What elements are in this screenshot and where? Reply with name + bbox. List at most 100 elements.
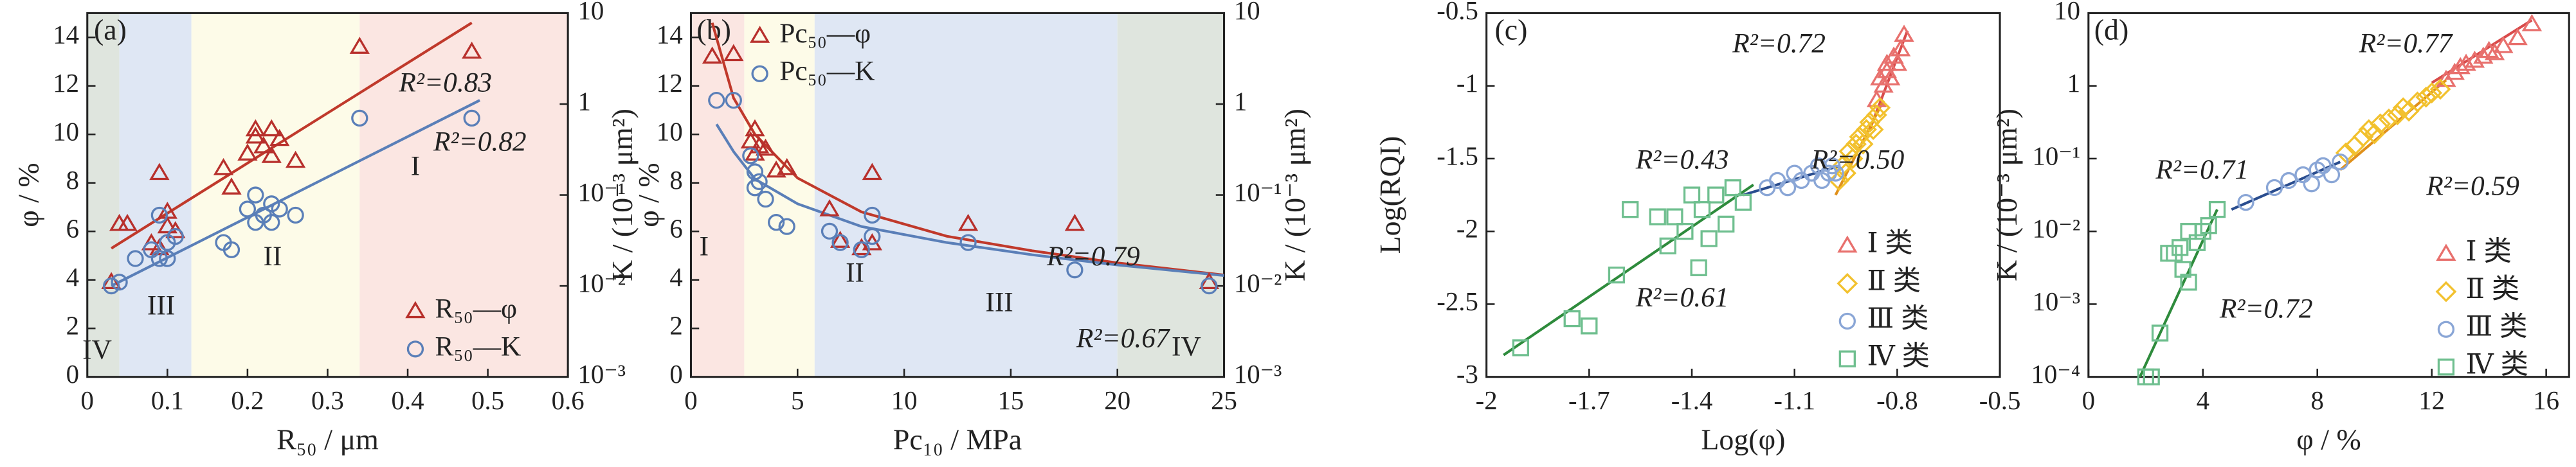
x-axis-label: φ / % <box>2296 423 2361 455</box>
data-point <box>1869 97 1891 119</box>
data-point <box>1852 133 1874 155</box>
annotation: R²=0.83 <box>398 67 492 98</box>
legend-marker <box>1837 235 1858 253</box>
legend-label: Ⅰ 类 <box>1867 228 1912 259</box>
data-point <box>1563 310 1581 328</box>
annotation: R²=0.79 <box>1046 241 1140 272</box>
legend-label: Ⅱ 类 <box>1867 265 1921 296</box>
data-point <box>2521 13 2543 31</box>
data-point <box>2143 368 2160 385</box>
y-tick-label: 14 <box>53 21 79 49</box>
data-point <box>1608 267 1626 284</box>
fit-line <box>711 22 1224 277</box>
legend-label: Pc₅₀—K <box>779 56 875 87</box>
data-point <box>959 234 977 251</box>
data-point <box>1581 317 1598 335</box>
annotation: R²=0.77 <box>2359 28 2454 58</box>
region <box>691 13 745 377</box>
data-point <box>1649 208 1666 225</box>
region <box>359 13 568 377</box>
data-point <box>821 222 839 240</box>
data-point <box>285 150 306 168</box>
data-point <box>349 37 370 54</box>
data-point <box>2323 166 2341 184</box>
data-point <box>127 250 144 267</box>
legend-label: Ⅲ 类 <box>1867 303 1928 334</box>
data-point <box>853 241 870 258</box>
legend-marker <box>749 26 770 43</box>
y2-tick-label: 10⁻¹ <box>577 178 626 207</box>
data-point <box>2180 223 2197 240</box>
data-point <box>1894 24 1914 42</box>
y-tick-label: 10⁻¹ <box>2033 141 2081 170</box>
data-point <box>2314 157 2332 175</box>
data-point <box>2180 274 2197 291</box>
data-point <box>2386 104 2408 126</box>
y-tick-label: 0 <box>669 360 682 389</box>
legend-marker <box>2437 321 2455 338</box>
region-label: II <box>846 258 864 288</box>
data-point <box>755 138 776 156</box>
data-point <box>1676 223 1694 240</box>
y2-tick-label: 1 <box>1234 87 1247 116</box>
y-tick-label: 10 <box>53 118 79 146</box>
data-point <box>263 214 280 231</box>
data-point <box>287 206 304 224</box>
panel-label: (a) <box>94 13 127 46</box>
x-tick-label: 0 <box>2082 386 2095 415</box>
data-point <box>102 277 120 295</box>
x-tick-label: 8 <box>2311 386 2324 415</box>
region-label: III <box>985 286 1013 317</box>
legend-marker <box>2436 243 2456 261</box>
x-tick-label: 0.1 <box>151 386 184 415</box>
x-axis-label: R₅₀ / μm <box>277 423 379 455</box>
x-tick-label: -0.8 <box>1876 386 1918 415</box>
data-point <box>723 44 744 62</box>
legend-marker <box>1838 350 1856 367</box>
plot-frame <box>1485 12 2001 378</box>
legend-label: Ⅳ 类 <box>1867 341 1930 372</box>
legend-label: Ⅰ 类 <box>2466 236 2512 267</box>
data-point <box>1859 111 1881 133</box>
data-point <box>2364 123 2386 145</box>
region-label: III <box>147 290 175 321</box>
data-point <box>2415 86 2437 108</box>
x-tick-label: 0.3 <box>311 386 344 415</box>
data-point <box>1707 186 1725 204</box>
y-tick-label: -1.5 <box>1437 141 1478 170</box>
data-point <box>757 190 774 208</box>
data-point <box>253 136 274 154</box>
data-point <box>2200 217 2217 234</box>
panel-label: (d) <box>2094 13 2129 46</box>
data-point <box>2421 82 2443 104</box>
y-tick-label: 6 <box>669 215 682 243</box>
region-label: IV <box>1172 331 1201 362</box>
x-tick-label: 0.2 <box>231 386 264 415</box>
x-tick-label: 12 <box>2418 386 2445 415</box>
region <box>87 13 120 377</box>
legend-label: Ⅱ 类 <box>2466 274 2520 304</box>
x-tick-label: -1.7 <box>1568 386 1610 415</box>
annotation: R²=0.59 <box>2426 170 2519 201</box>
data-point <box>1856 119 1877 140</box>
annotation: R²=0.67 <box>1076 323 1171 354</box>
annotation: R²=0.72 <box>1732 28 1826 58</box>
annotation: R²=0.61 <box>1635 282 1729 313</box>
data-point <box>149 163 170 181</box>
data-point <box>2265 179 2283 197</box>
region-label: II <box>264 241 282 272</box>
data-point <box>746 163 764 181</box>
legend-marker <box>405 301 426 319</box>
data-point <box>2378 108 2400 130</box>
data-point <box>2151 324 2169 342</box>
x-tick-label: 0 <box>81 386 94 415</box>
data-point <box>157 216 177 234</box>
data-point <box>1718 215 1735 233</box>
data-point <box>2174 261 2191 278</box>
data-point <box>1842 148 1864 170</box>
data-point <box>1512 339 1530 357</box>
annotation: R²=0.72 <box>2219 294 2313 324</box>
y-tick-label: 12 <box>53 69 79 98</box>
data-point <box>2280 172 2298 189</box>
data-point <box>269 128 290 146</box>
